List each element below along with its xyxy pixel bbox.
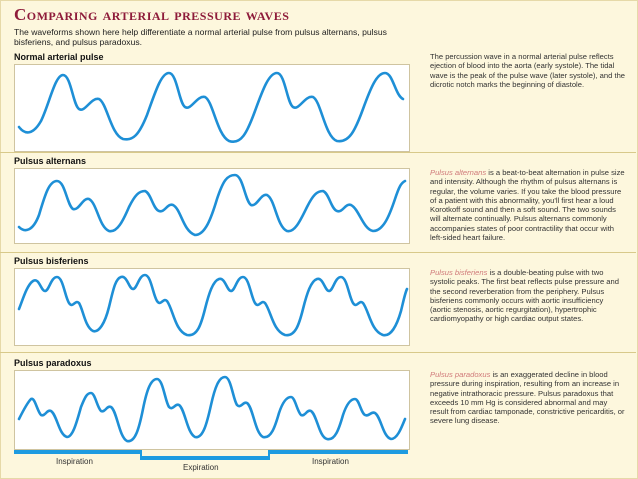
inspiration-bar-2 xyxy=(268,450,408,454)
phase-tick xyxy=(268,450,270,458)
section-label-bisferiens: Pulsus bisferiens xyxy=(14,256,89,266)
description-paradoxus-term: Pulsus paradoxus xyxy=(430,370,491,379)
section-divider xyxy=(0,152,636,153)
description-alternans-text: is a beat-to-beat alternation in pulse s… xyxy=(430,168,625,243)
description-bisferiens-text: is a double-beating pulse with two systo… xyxy=(430,268,619,324)
section-label-alternans: Pulsus alternans xyxy=(14,156,87,166)
description-alternans-term: Pulsus alternans xyxy=(430,168,487,177)
description-alternans: Pulsus alternans is a beat-to-beat alter… xyxy=(430,168,626,242)
waveform-paradoxus xyxy=(17,375,407,443)
inspiration-label-2: Inspiration xyxy=(312,457,349,466)
description-paradoxus: Pulsus paradoxus is an exaggerated decli… xyxy=(430,370,626,426)
expiration-bar xyxy=(140,456,270,460)
description-normal-text: The percussion wave in a normal arterial… xyxy=(430,52,626,89)
expiration-label: Expiration xyxy=(183,463,219,472)
description-bisferiens: Pulsus bisferiens is a double-beating pu… xyxy=(430,268,626,324)
section-label-paradoxus: Pulsus paradoxus xyxy=(14,358,92,368)
description-paradoxus-text: is an exaggerated decline in blood press… xyxy=(430,370,625,426)
section-divider xyxy=(0,352,636,353)
waveform-bisferiens xyxy=(17,273,409,337)
waveform-panel-bisferiens xyxy=(14,268,410,346)
waveform-alternans xyxy=(17,173,407,237)
waveform-panel-paradoxus xyxy=(14,370,410,450)
waveform-normal xyxy=(17,71,405,144)
description-normal: The percussion wave in a normal arterial… xyxy=(430,52,626,89)
description-bisferiens-term: Pulsus bisferiens xyxy=(430,268,488,277)
section-divider xyxy=(0,252,636,253)
inspiration-label-1: Inspiration xyxy=(56,457,93,466)
section-label-normal: Normal arterial pulse xyxy=(14,52,104,62)
waveform-panel-normal xyxy=(14,64,410,152)
waveform-panel-alternans xyxy=(14,168,410,244)
figure-intro: The waveforms shown here help differenti… xyxy=(14,27,387,47)
figure-title: Comparing arterial pressure waves xyxy=(14,5,290,24)
inspiration-bar-1 xyxy=(14,450,142,454)
phase-tick xyxy=(140,450,142,458)
